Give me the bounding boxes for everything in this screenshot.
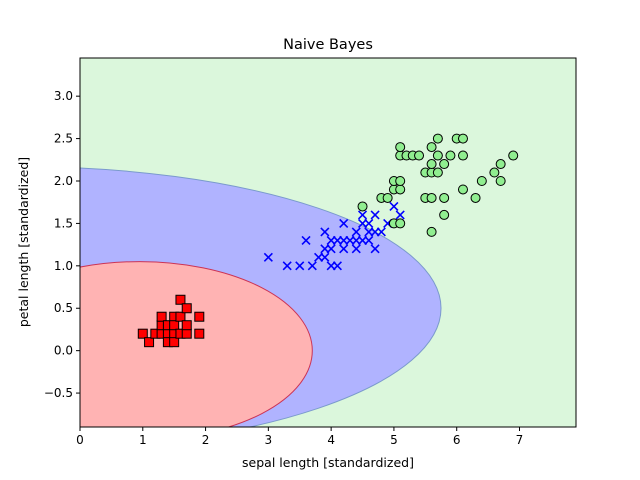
data-point: [339, 244, 349, 254]
data-point: [426, 142, 437, 153]
data-point: [282, 261, 292, 271]
region-class-0: [80, 261, 313, 427]
data-point: [169, 337, 180, 348]
x-tick-label: 5: [390, 433, 398, 447]
y-tick-label: 1.5: [54, 216, 73, 230]
x-tick-label: 6: [453, 433, 461, 447]
data-point: [489, 167, 500, 178]
data-point: [457, 184, 468, 195]
x-tick-label: 7: [516, 433, 524, 447]
data-point: [181, 328, 192, 339]
data-point: [432, 167, 443, 178]
data-point: [175, 311, 186, 322]
data-point: [432, 150, 443, 161]
y-axis-label: petal length [standardized]: [16, 157, 31, 327]
data-point: [414, 150, 425, 161]
data-point: [439, 192, 450, 203]
data-point: [181, 320, 192, 331]
x-axis-ticks: 0 1 2 3 4 5 6 7: [76, 427, 523, 447]
data-point: [495, 176, 506, 186]
data-point: [370, 210, 380, 220]
data-point: [508, 150, 519, 161]
data-point: [156, 311, 167, 322]
data-point: [476, 176, 487, 186]
plot-frame: [79, 57, 577, 428]
data-point: [395, 176, 406, 186]
data-point: [432, 133, 443, 144]
decision-regions: [80, 58, 576, 427]
data-point: [339, 218, 349, 228]
y-tick-label: 3.0: [54, 89, 73, 103]
data-point: [426, 192, 437, 203]
data-point: [307, 261, 317, 271]
data-point: [320, 227, 330, 237]
y-tick-label: 0.0: [54, 344, 73, 358]
y-axis-ticks: −0.5 0.0 0.5 1.0 1.5 2.0 2.5 3.0: [44, 89, 80, 400]
data-point: [169, 320, 180, 331]
data-point: [332, 261, 342, 271]
data-point: [357, 210, 368, 220]
data-point: [326, 244, 336, 254]
data-point: [137, 328, 148, 339]
data-point: [144, 337, 155, 348]
data-point: [457, 150, 468, 161]
data-point: [439, 159, 450, 170]
data-point: [395, 218, 406, 229]
data-point: [194, 311, 205, 322]
y-tick-label: 1.0: [54, 259, 73, 273]
data-point: [395, 184, 406, 195]
data-points: [137, 133, 519, 348]
x-tick-label: 3: [265, 433, 273, 447]
data-point: [457, 133, 468, 144]
data-point: [295, 261, 305, 271]
data-point: [426, 159, 437, 170]
data-point: [301, 235, 311, 245]
x-tick-label: 1: [139, 433, 147, 447]
data-point: [364, 218, 374, 228]
data-point: [389, 201, 399, 212]
y-tick-label: −0.5: [44, 386, 73, 400]
data-point: [181, 303, 192, 314]
data-point: [395, 210, 405, 220]
data-point: [364, 235, 374, 245]
data-point: [194, 328, 205, 339]
data-point: [445, 150, 456, 161]
data-point: [351, 244, 361, 254]
data-point: [370, 244, 380, 254]
data-point: [320, 252, 330, 262]
data-point: [382, 192, 393, 203]
x-tick-label: 2: [202, 433, 210, 447]
y-tick-label: 2.0: [54, 174, 73, 188]
data-point: [263, 252, 273, 262]
data-point: [495, 159, 506, 170]
y-tick-label: 0.5: [54, 301, 73, 315]
data-point: [175, 294, 186, 305]
y-tick-label: 2.5: [54, 132, 73, 146]
chart-title: Naive Bayes: [283, 37, 373, 53]
x-tick-label: 0: [76, 433, 84, 447]
data-point: [395, 142, 406, 153]
x-axis-label: sepal length [standardized]: [242, 455, 414, 470]
data-point: [376, 227, 386, 237]
x-tick-label: 4: [327, 433, 335, 447]
data-point: [426, 226, 437, 237]
data-point: [357, 201, 368, 212]
data-point: [351, 227, 361, 237]
data-point: [470, 192, 481, 203]
data-point: [439, 209, 450, 220]
